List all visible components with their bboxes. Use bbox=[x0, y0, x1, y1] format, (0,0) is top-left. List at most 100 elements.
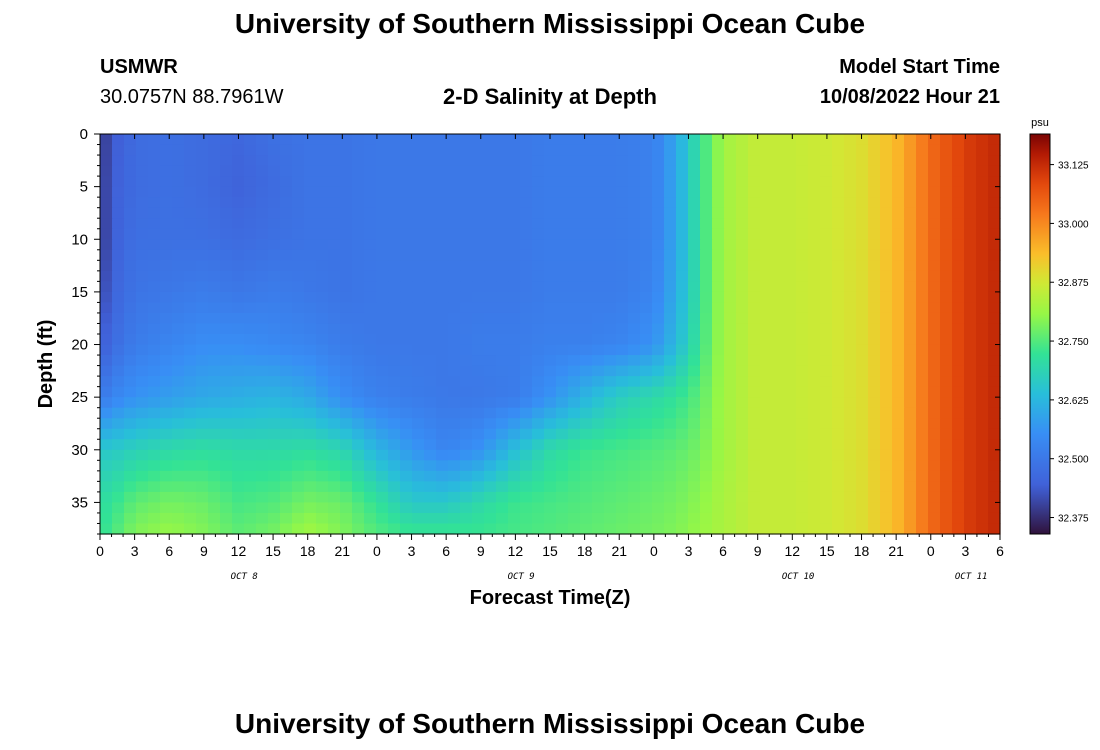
heatmap-cell bbox=[952, 155, 965, 167]
heatmap-cell bbox=[916, 207, 929, 219]
heatmap-cell bbox=[868, 481, 881, 493]
heatmap-cell bbox=[820, 481, 833, 493]
heatmap-cell bbox=[688, 481, 701, 493]
heatmap-cell bbox=[388, 344, 401, 356]
heatmap-cell bbox=[772, 418, 785, 430]
heatmap-cell bbox=[388, 365, 401, 377]
heatmap-cell bbox=[712, 281, 725, 293]
heatmap-cell bbox=[628, 460, 641, 472]
heatmap-cell bbox=[376, 165, 389, 177]
heatmap-cell bbox=[352, 197, 365, 209]
heatmap-cell bbox=[940, 439, 953, 451]
heatmap-cell bbox=[868, 144, 881, 156]
heatmap-cell bbox=[748, 270, 761, 282]
heatmap-cell bbox=[916, 355, 929, 367]
heatmap-cell bbox=[688, 218, 701, 230]
heatmap-cell bbox=[880, 344, 893, 356]
heatmap-cell bbox=[472, 470, 485, 482]
heatmap-cell bbox=[952, 523, 965, 535]
heatmap-cell bbox=[292, 512, 305, 525]
heatmap-cell bbox=[256, 407, 269, 419]
heatmap-cell bbox=[988, 270, 1001, 282]
heatmap-cell bbox=[520, 302, 533, 314]
heatmap-cell bbox=[844, 134, 857, 146]
heatmap-cell bbox=[244, 134, 257, 146]
heatmap-cell bbox=[148, 144, 161, 156]
heatmap-cell bbox=[376, 176, 389, 188]
heatmap-cell bbox=[460, 323, 473, 335]
heatmap-cell bbox=[700, 260, 713, 272]
heatmap-cell bbox=[508, 397, 521, 409]
heatmap-cell bbox=[412, 470, 425, 482]
heatmap-cell bbox=[208, 144, 221, 156]
heatmap-cell bbox=[676, 144, 689, 156]
heatmap-cell bbox=[748, 239, 761, 251]
heatmap-cell bbox=[112, 176, 125, 188]
heatmap-cell bbox=[376, 355, 389, 367]
heatmap-cell bbox=[976, 239, 989, 251]
heatmap-cell bbox=[376, 239, 389, 251]
heatmap-cell bbox=[820, 512, 833, 525]
heatmap-cell bbox=[892, 460, 905, 472]
heatmap-cell bbox=[376, 270, 389, 282]
heatmap-cell bbox=[832, 207, 845, 219]
heatmap-cell bbox=[484, 523, 497, 535]
heatmap-cell bbox=[328, 218, 341, 230]
heatmap-cell bbox=[124, 470, 137, 482]
heatmap-cell bbox=[652, 460, 665, 472]
heatmap-cell bbox=[988, 218, 1001, 230]
heatmap-cell bbox=[256, 449, 269, 461]
heatmap-cell bbox=[796, 134, 809, 146]
heatmap-cell bbox=[136, 165, 149, 177]
heatmap-cell bbox=[952, 502, 965, 514]
heatmap-cell bbox=[412, 144, 425, 156]
heatmap-cell bbox=[472, 323, 485, 335]
heatmap-cell bbox=[676, 197, 689, 209]
heatmap-cell bbox=[172, 197, 185, 209]
heatmap-cell bbox=[676, 334, 689, 346]
heatmap-cell bbox=[760, 512, 773, 525]
heatmap-cell bbox=[280, 312, 293, 325]
heatmap-cell bbox=[832, 344, 845, 356]
heatmap-cell bbox=[736, 439, 749, 451]
heatmap-cell bbox=[388, 134, 401, 146]
heatmap-cell bbox=[460, 439, 473, 451]
heatmap-cell bbox=[892, 397, 905, 409]
heatmap-cell bbox=[988, 502, 1001, 514]
heatmap-cell bbox=[460, 312, 473, 325]
heatmap-cell bbox=[760, 176, 773, 188]
heatmap-cell bbox=[160, 407, 173, 419]
heatmap-cell bbox=[100, 218, 113, 230]
heatmap-cell bbox=[292, 334, 305, 346]
heatmap-cell bbox=[640, 407, 653, 419]
heatmap-cell bbox=[964, 270, 977, 282]
heatmap-cell bbox=[856, 376, 869, 388]
heatmap-cell bbox=[472, 239, 485, 251]
heatmap-cell bbox=[388, 355, 401, 367]
heatmap-cell bbox=[592, 344, 605, 356]
heatmap-cell bbox=[940, 144, 953, 156]
heatmap-cell bbox=[820, 491, 833, 504]
heatmap-cell bbox=[844, 523, 857, 535]
heatmap-cell bbox=[412, 323, 425, 335]
heatmap-cell bbox=[196, 334, 209, 346]
heatmap-cell bbox=[808, 281, 821, 293]
heatmap-cell bbox=[136, 523, 149, 535]
heatmap-cell bbox=[772, 470, 785, 482]
heatmap-cell bbox=[460, 155, 473, 167]
heatmap-cell bbox=[532, 481, 545, 493]
heatmap-cell bbox=[184, 334, 197, 346]
heatmap-cell bbox=[868, 155, 881, 167]
heatmap-cell bbox=[448, 407, 461, 419]
heatmap-cell bbox=[772, 355, 785, 367]
heatmap-cell bbox=[520, 323, 533, 335]
heatmap-cell bbox=[220, 207, 233, 219]
heatmap-cell bbox=[220, 165, 233, 177]
heatmap-cell bbox=[532, 144, 545, 156]
heatmap-cell bbox=[448, 197, 461, 209]
heatmap-cell bbox=[376, 334, 389, 346]
heatmap-cell bbox=[736, 249, 749, 261]
heatmap-cell bbox=[400, 512, 413, 525]
colorbar-tick-label: 33.125 bbox=[1058, 161, 1089, 172]
heatmap-cell bbox=[136, 228, 149, 240]
